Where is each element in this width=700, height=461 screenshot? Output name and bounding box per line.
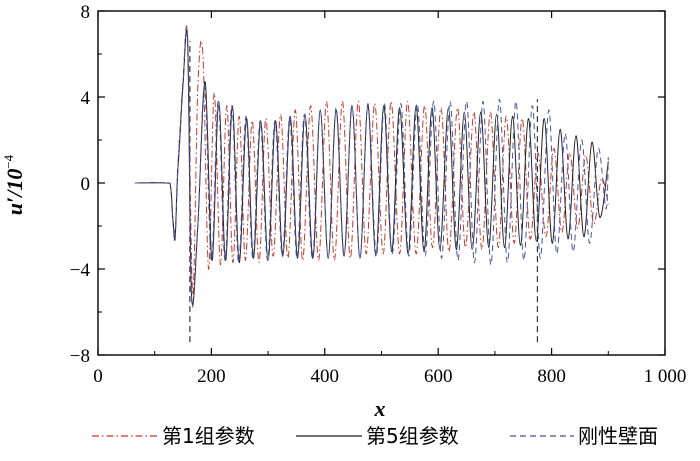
- x-tick-label: 200: [197, 366, 226, 387]
- y-axis-label-main: u′/10: [2, 169, 27, 216]
- y-axis-label: u′/10−4: [1, 154, 27, 215]
- x-tick-label: 0: [93, 366, 103, 387]
- y-tick-label: 0: [81, 174, 91, 195]
- x-axis-label: x: [374, 396, 386, 421]
- legend: 第1组参数 第5组参数 刚性壁面: [92, 424, 658, 448]
- legend-label-1: 第1组参数: [162, 424, 255, 448]
- series-line-1: [134, 25, 609, 296]
- axis-titles: x u′/10−4: [1, 154, 386, 421]
- y-tick-label: −8: [70, 346, 90, 367]
- legend-label-2: 第5组参数: [366, 424, 459, 448]
- x-tick-label: 400: [311, 366, 340, 387]
- y-tick-label: 4: [81, 88, 91, 109]
- x-tick-label: 800: [537, 366, 566, 387]
- y-tick-label: −4: [70, 260, 91, 281]
- series-line-3: [134, 27, 609, 308]
- x-tick-label: 1 000: [644, 366, 687, 387]
- legend-label-3: 刚性壁面: [578, 424, 658, 448]
- series-layer: [134, 25, 609, 308]
- y-axis-label-exp: −4: [1, 154, 16, 168]
- axis-ticks: 0 200 400 600 800 1 000 −8 −4 0 4 8: [70, 2, 687, 387]
- x-tick-label: 600: [424, 366, 453, 387]
- y-tick-label: 8: [81, 2, 91, 23]
